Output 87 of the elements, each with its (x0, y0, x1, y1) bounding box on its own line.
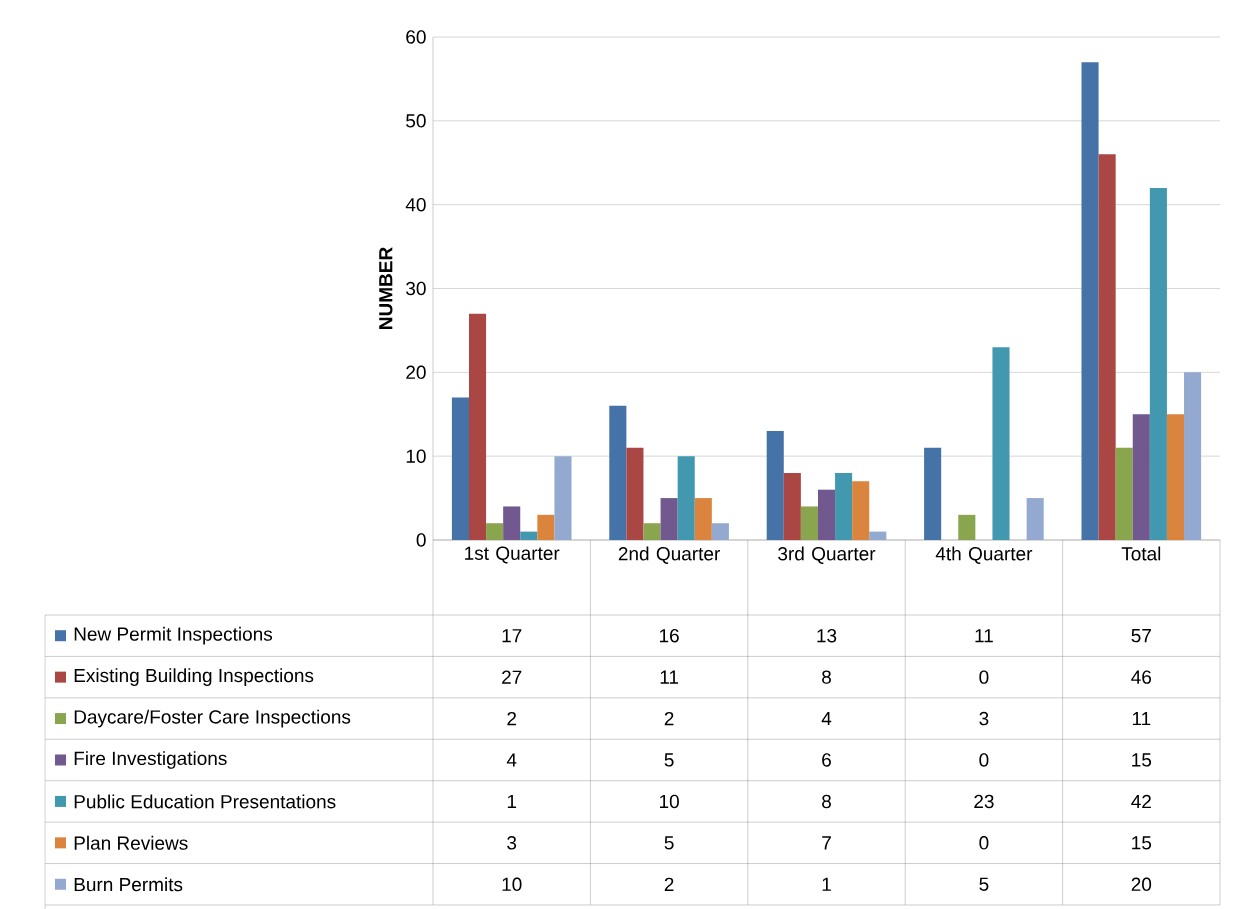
y-tick-label: 40 (405, 197, 426, 212)
bar (451, 397, 469, 540)
y-axis-title: NUMBER (379, 247, 393, 329)
data-label: 57 (1131, 629, 1151, 643)
bar (852, 481, 870, 540)
bar (626, 447, 644, 540)
x-tick-label: 4th Quarter (935, 546, 1033, 564)
data-label: 17 (502, 629, 522, 643)
data-label: 2 (664, 877, 674, 891)
data-label: 10 (659, 794, 679, 809)
y-tick-label: 60 (406, 30, 426, 44)
bar (766, 431, 784, 540)
data-label: 42 (1131, 794, 1151, 809)
bar (554, 456, 572, 540)
bar (537, 514, 555, 540)
bar (835, 472, 853, 540)
bar (958, 514, 976, 540)
bar (503, 506, 521, 540)
bar (1026, 498, 1044, 540)
data-label: 11 (660, 670, 679, 684)
data-label: 3 (979, 711, 989, 726)
bar (800, 506, 818, 540)
bar (992, 347, 1010, 540)
bar (520, 531, 538, 540)
data-label: 15 (1132, 753, 1152, 767)
bar (486, 523, 504, 540)
legend-label: Fire Investigations (74, 751, 227, 769)
bar (1098, 154, 1116, 540)
data-label: 11 (1132, 712, 1151, 726)
data-label: 6 (822, 753, 831, 767)
bar (609, 405, 627, 540)
data-label: 0 (979, 753, 989, 767)
bar (1149, 187, 1167, 540)
data-label: 46 (1131, 670, 1152, 684)
y-tick-label: 30 (406, 281, 426, 296)
data-label: 5 (664, 753, 674, 767)
bar (1132, 414, 1150, 540)
data-label: 8 (822, 670, 831, 684)
bar (694, 498, 712, 540)
y-tick-label: 10 (406, 449, 426, 463)
x-tick-label: 1st Quarter (465, 546, 560, 564)
data-label: 1 (507, 794, 517, 808)
data-label: 10 (502, 877, 522, 891)
legend-label: Public Education Presentations (74, 794, 336, 809)
bar (468, 313, 487, 540)
bar (643, 523, 661, 540)
bar (1081, 62, 1099, 540)
bar (677, 456, 695, 540)
bar (1115, 447, 1133, 540)
data-label: 4 (506, 753, 517, 767)
x-tick-label: 3rd Quarter (778, 546, 876, 564)
data-label: 13 (817, 628, 837, 643)
bar (1184, 372, 1202, 540)
legend-label: Daycare/Foster Care Inspections (74, 709, 351, 728)
data-label: 15 (1132, 836, 1152, 850)
data-label: 8 (822, 794, 831, 809)
data-label: 23 (974, 794, 994, 809)
legend-label: Existing Building Inspections (74, 668, 314, 686)
data-label: 7 (822, 836, 831, 850)
bar (817, 489, 836, 540)
data-label: 2 (507, 711, 517, 726)
bar (924, 447, 942, 540)
bar (1166, 414, 1185, 540)
data-label: 5 (664, 836, 674, 850)
data-label: 27 (502, 670, 522, 684)
data-label: 3 (507, 836, 517, 850)
data-label: 2 (664, 711, 674, 726)
y-tick-label: 20 (406, 365, 426, 380)
legend-label: Burn Permits (74, 877, 183, 892)
y-tick-label: 50 (406, 114, 426, 128)
data-label: 0 (979, 670, 989, 684)
data-label: 1 (822, 877, 831, 891)
bar (660, 498, 678, 540)
data-label: 11 (975, 629, 993, 643)
legend-label: Plan Reviews (74, 835, 188, 850)
bar (869, 531, 887, 540)
legend-label: New Permit Inspections (74, 626, 273, 645)
data-label: 4 (821, 712, 832, 726)
x-tick-label: 2nd Quarter (618, 546, 720, 564)
data-label: 0 (979, 836, 989, 850)
data-label: 16 (659, 628, 679, 643)
bar (783, 472, 801, 540)
x-tick-label: Total (1121, 546, 1161, 561)
data-label: 5 (979, 877, 989, 891)
data-label: 20 (1131, 877, 1152, 891)
y-tick-label: 0 (416, 533, 426, 547)
bar (711, 523, 729, 540)
